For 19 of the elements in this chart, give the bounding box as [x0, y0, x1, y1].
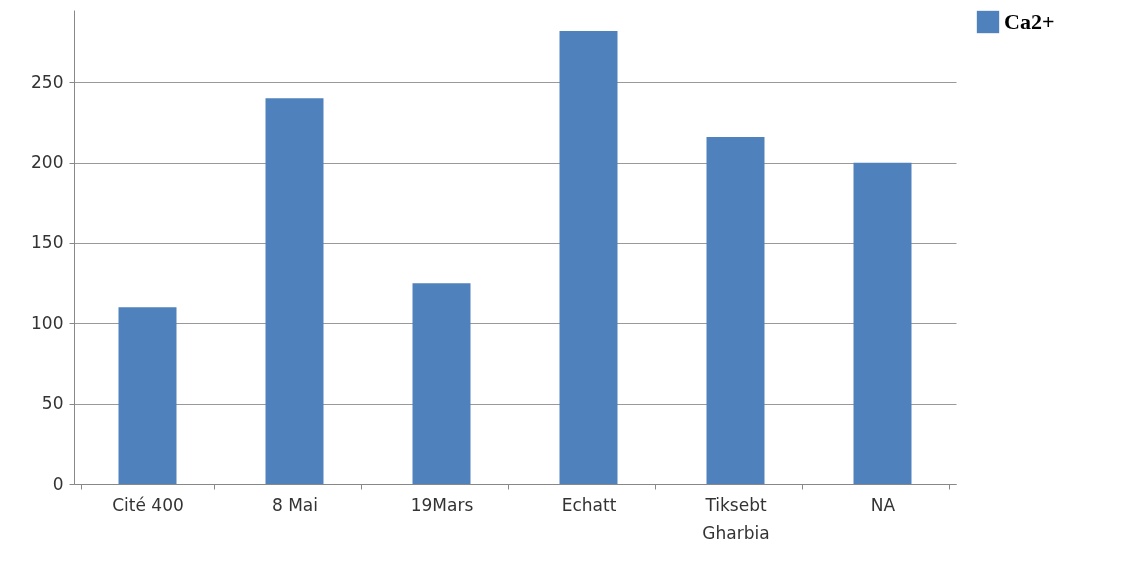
y-tick-label: 100: [31, 312, 64, 333]
bar: [559, 30, 618, 484]
bar: [706, 136, 765, 484]
bar: [118, 307, 177, 484]
x-tick-label: 8 Mai: [271, 494, 319, 515]
y-tick-label: 200: [31, 152, 64, 173]
x-tick-label: Tiksebt Gharbia: [702, 494, 770, 543]
y-tick-label: 250: [31, 71, 64, 92]
bar: [265, 98, 324, 484]
y-tick-label: 50: [41, 393, 64, 414]
x-tick-label: Cité 400: [112, 494, 184, 515]
x-tick-label: 19Mars: [410, 494, 474, 515]
x-tick-label: NA: [870, 494, 896, 515]
bar: [853, 162, 912, 484]
x-tick-label: Echatt: [561, 494, 617, 515]
legend-label: Ca2+: [1004, 9, 1055, 34]
bar: [412, 283, 471, 484]
y-tick-label: 150: [31, 232, 64, 253]
y-tick-label: 0: [52, 473, 64, 494]
